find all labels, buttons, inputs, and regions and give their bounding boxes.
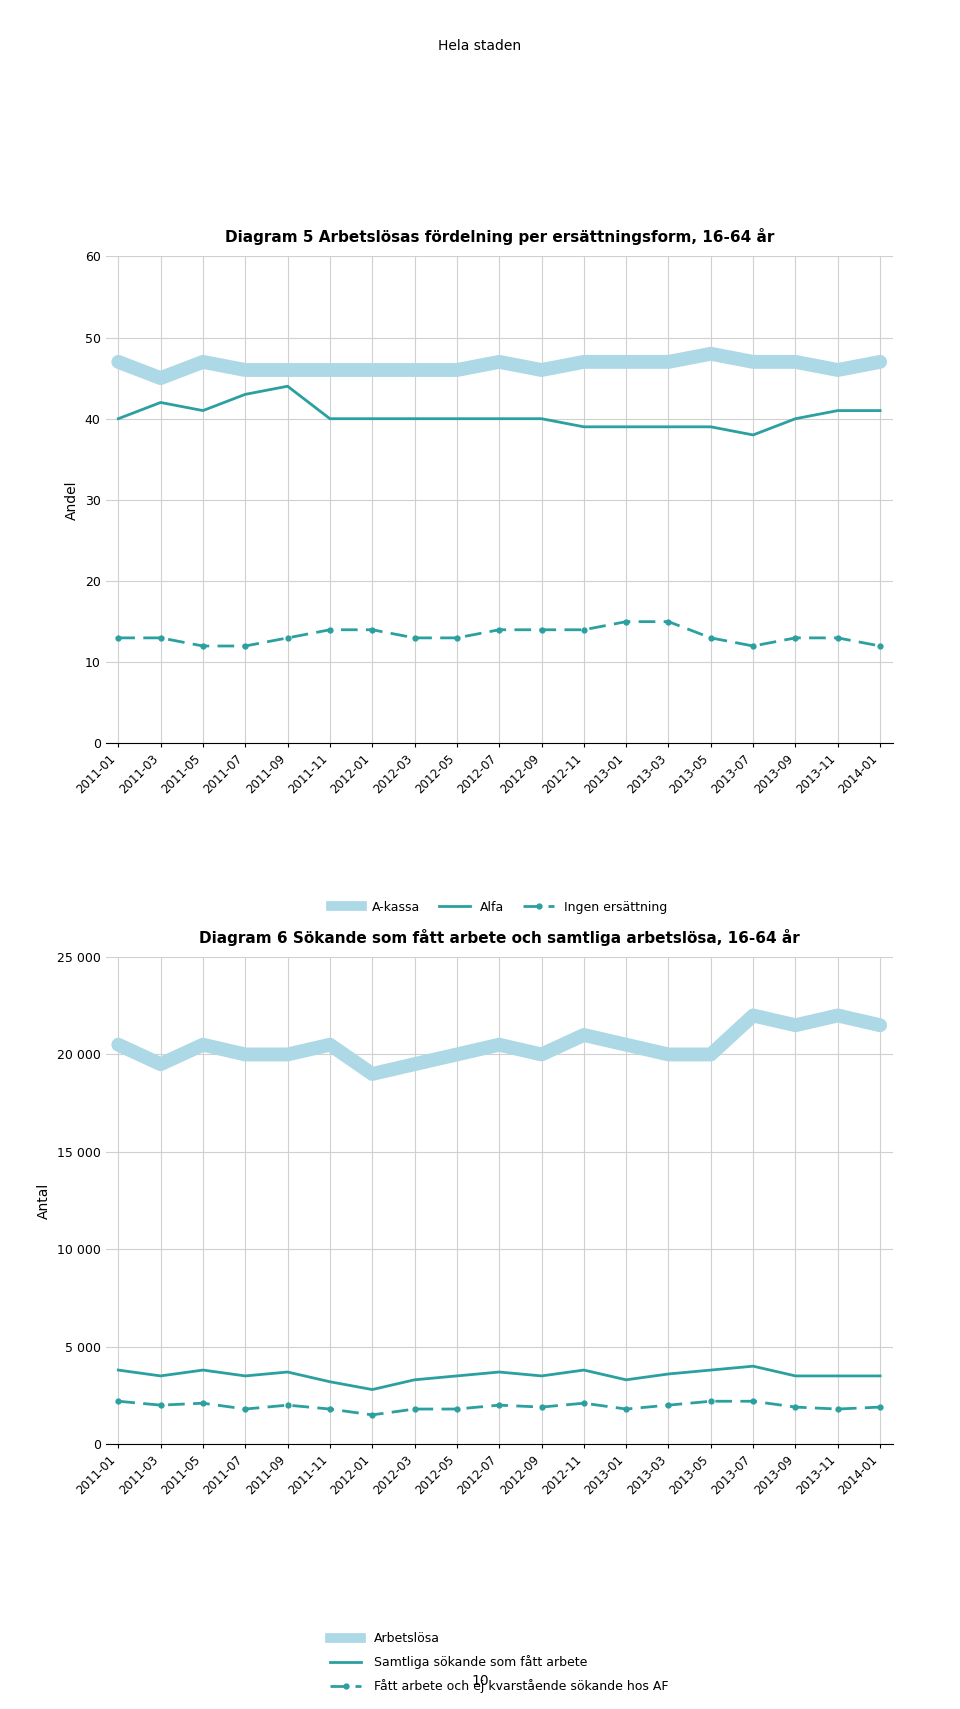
Title: Diagram 6 Sökande som fått arbete och samtliga arbetslösa, 16-64 år: Diagram 6 Sökande som fått arbete och sa… xyxy=(199,930,800,947)
Text: 10: 10 xyxy=(471,1675,489,1688)
Legend: A-kassa, Alfa, Ingen ersättning: A-kassa, Alfa, Ingen ersättning xyxy=(325,896,673,919)
Y-axis label: Andel: Andel xyxy=(65,480,79,520)
Text: Hela staden: Hela staden xyxy=(439,39,521,53)
Y-axis label: Antal: Antal xyxy=(37,1183,51,1219)
Legend: Arbetslösa, Samtliga sökande som fått arbete, Fått arbete och ej kvarstående sök: Arbetslösa, Samtliga sökande som fått ar… xyxy=(324,1625,675,1699)
Title: Diagram 5 Arbetslösas fördelning per ersättningsform, 16-64 år: Diagram 5 Arbetslösas fördelning per ers… xyxy=(225,229,774,246)
